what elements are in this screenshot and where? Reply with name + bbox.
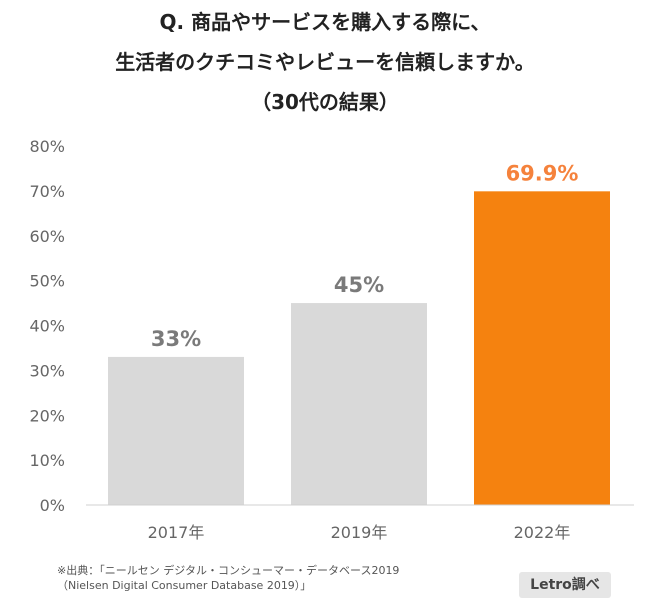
chart-title-line-3: （30代の結果） — [251, 90, 399, 114]
source-line-2: （Nielsen Digital Consumer Database 2019）… — [57, 579, 312, 592]
y-tick-label: 10% — [29, 451, 65, 470]
bar — [474, 191, 610, 506]
x-tick-label: 2019年 — [331, 523, 388, 542]
y-tick-label: 0% — [40, 496, 65, 515]
y-tick-label: 50% — [29, 272, 65, 291]
bar-value-label: 69.9% — [506, 161, 579, 185]
source-line-1: ※出典：「ニールセン デジタル・コンシューマー・データベース2019 — [57, 564, 400, 577]
x-tick-label: 2017年 — [148, 523, 205, 542]
x-tick-label: 2022年 — [514, 523, 571, 542]
chart-title-line-1: Q. 商品やサービスを購入する際に、 — [159, 10, 491, 34]
bar — [291, 303, 427, 505]
letro-badge: Letro調べ — [519, 572, 611, 598]
chart-title-line-2: 生活者のクチコミやレビューを信頼しますか。 — [115, 50, 535, 74]
bar-chart: 0% 10% 20% 30% 40% 50% 60% 70% 80% 33% 2017年 45% 201… — [29, 137, 634, 542]
y-tick-label: 80% — [29, 137, 65, 156]
bar-value-label: 33% — [151, 327, 201, 351]
y-tick-label: 20% — [29, 406, 65, 425]
y-tick-label: 40% — [29, 317, 65, 336]
bar — [108, 356, 244, 505]
y-tick-label: 30% — [29, 361, 65, 380]
bar-value-label: 45% — [334, 273, 384, 297]
source-note: ※出典：「ニールセン デジタル・コンシューマー・データベース2019 （Niel… — [57, 563, 399, 593]
y-tick-label: 70% — [29, 182, 65, 201]
y-tick-label: 60% — [29, 227, 65, 246]
